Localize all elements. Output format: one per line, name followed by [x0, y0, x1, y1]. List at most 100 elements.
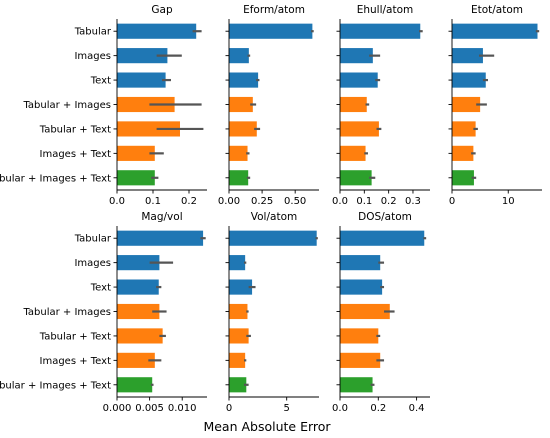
bar-5 [340, 145, 366, 161]
small-multiples-grid: Gap Tabular Images Text Tabular + Images Tabu… [0, 4, 542, 414]
bar-4 [117, 328, 163, 344]
bar-4 [117, 121, 180, 137]
bar-5 [229, 352, 246, 368]
bar-4 [452, 121, 476, 137]
bar-2 [340, 72, 378, 88]
bar-3 [229, 96, 253, 113]
bar-1 [117, 48, 168, 64]
y-tick-label: Images + Text [40, 356, 112, 367]
bar-6 [117, 170, 155, 186]
x-tick-label: 0.0 [332, 403, 348, 414]
panel-title: Ehull/atom [357, 4, 414, 16]
x-tick-label: 0.25 [251, 196, 273, 207]
bar-6 [340, 377, 373, 393]
bar-4 [340, 328, 379, 344]
bar-4 [340, 121, 379, 137]
panel-title: DOS/atom [358, 211, 412, 223]
x-tick-label: 0.1 [145, 196, 161, 207]
x-tick-label: 10 [502, 196, 515, 207]
x-tick-label: 0.2 [370, 403, 386, 414]
y-tick-label: Tabular [74, 27, 112, 38]
figure-x-axis-label: Mean Absolute Error [203, 419, 331, 434]
panel-4: Mag/vol Tabular Images Text Tabular + Images… [0, 211, 207, 414]
x-tick-label: 0.000 [103, 403, 132, 414]
y-tick-label: Tabular + Text [39, 124, 111, 135]
bar-1 [229, 48, 249, 64]
panel-2: Ehull/atom 0.0 0.1 0.2 0.3 [332, 4, 430, 207]
x-tick-label: 0.005 [135, 403, 164, 414]
y-tick-label: Tabular + Text [39, 331, 111, 342]
bar-3 [117, 303, 160, 320]
panel-title: Gap [151, 4, 173, 16]
bar-0 [229, 230, 317, 246]
bar-4 [229, 121, 257, 137]
panel-title: Mag/vol [141, 211, 182, 223]
y-tick-label: Tabular + Images [22, 307, 111, 318]
y-tick-label: Text [90, 76, 111, 87]
y-tick-label: Images + Text [40, 149, 112, 160]
bar-2 [229, 72, 259, 88]
panel-1: Eform/atom 0.00 0.25 0.50 [218, 4, 319, 207]
panel-0: Gap Tabular Images Text Tabular + Images Tabu… [0, 4, 207, 207]
bar-0 [117, 23, 197, 39]
bar-3 [340, 303, 390, 320]
bar-5 [340, 352, 381, 368]
bar-0 [229, 23, 313, 39]
panel-title: Etot/atom [471, 4, 523, 16]
bar-1 [452, 48, 483, 64]
panel-6: DOS/atom 0.0 0.2 0.4 [332, 211, 430, 414]
bar-6 [229, 170, 249, 186]
y-tick-label: Tabular + Images + Text [0, 380, 111, 391]
x-tick-label: 0 [449, 196, 455, 207]
bar-5 [452, 145, 474, 161]
bar-2 [117, 72, 166, 88]
bar-1 [229, 255, 246, 271]
bar-2 [117, 279, 159, 295]
x-tick-label: 0 [226, 403, 232, 414]
x-tick-label: 0.010 [168, 403, 197, 414]
bar-4 [229, 328, 249, 344]
x-tick-label: 0.2 [381, 196, 397, 207]
panel-title: Vol/atom [251, 211, 297, 223]
x-tick-label: 0.1 [356, 196, 372, 207]
panel-3: Etot/atom 0 10 [448, 4, 542, 207]
bar-6 [452, 170, 474, 186]
x-tick-label: 5 [284, 403, 290, 414]
x-tick-label: 0.0 [332, 196, 348, 207]
bar-2 [229, 279, 253, 295]
bar-6 [340, 170, 372, 186]
bar-3 [229, 303, 248, 320]
y-tick-label: Text [90, 283, 111, 294]
y-tick-label: Tabular + Images [22, 100, 111, 111]
bar-5 [229, 145, 248, 161]
x-tick-label: 0.2 [181, 196, 197, 207]
bar-5 [117, 145, 155, 161]
x-tick-label: 0.50 [284, 196, 306, 207]
x-tick-label: 0.4 [409, 403, 425, 414]
bar-0 [340, 23, 421, 39]
panel-title: Eform/atom [243, 4, 305, 16]
y-tick-label: Tabular + Images + Text [0, 173, 111, 184]
bar-3 [117, 96, 175, 113]
bar-0 [340, 230, 425, 246]
bar-0 [117, 230, 204, 246]
bar-1 [340, 255, 381, 271]
panel-5: Vol/atom 0 5 [225, 211, 319, 414]
x-tick-label: 0.3 [405, 196, 421, 207]
bar-2 [452, 72, 486, 88]
y-tick-label: Tabular [74, 234, 112, 245]
y-tick-label: Images [74, 258, 111, 269]
bar-6 [117, 377, 153, 393]
x-tick-label: 0.00 [218, 196, 240, 207]
bar-1 [117, 255, 160, 271]
bar-3 [452, 96, 481, 113]
bar-6 [229, 377, 247, 393]
y-tick-label: Images [74, 51, 111, 62]
bar-2 [340, 279, 383, 295]
bar-3 [340, 96, 367, 113]
bar-1 [340, 48, 373, 64]
bar-5 [117, 352, 155, 368]
bar-0 [452, 23, 538, 39]
x-tick-label: 0.0 [109, 196, 125, 207]
